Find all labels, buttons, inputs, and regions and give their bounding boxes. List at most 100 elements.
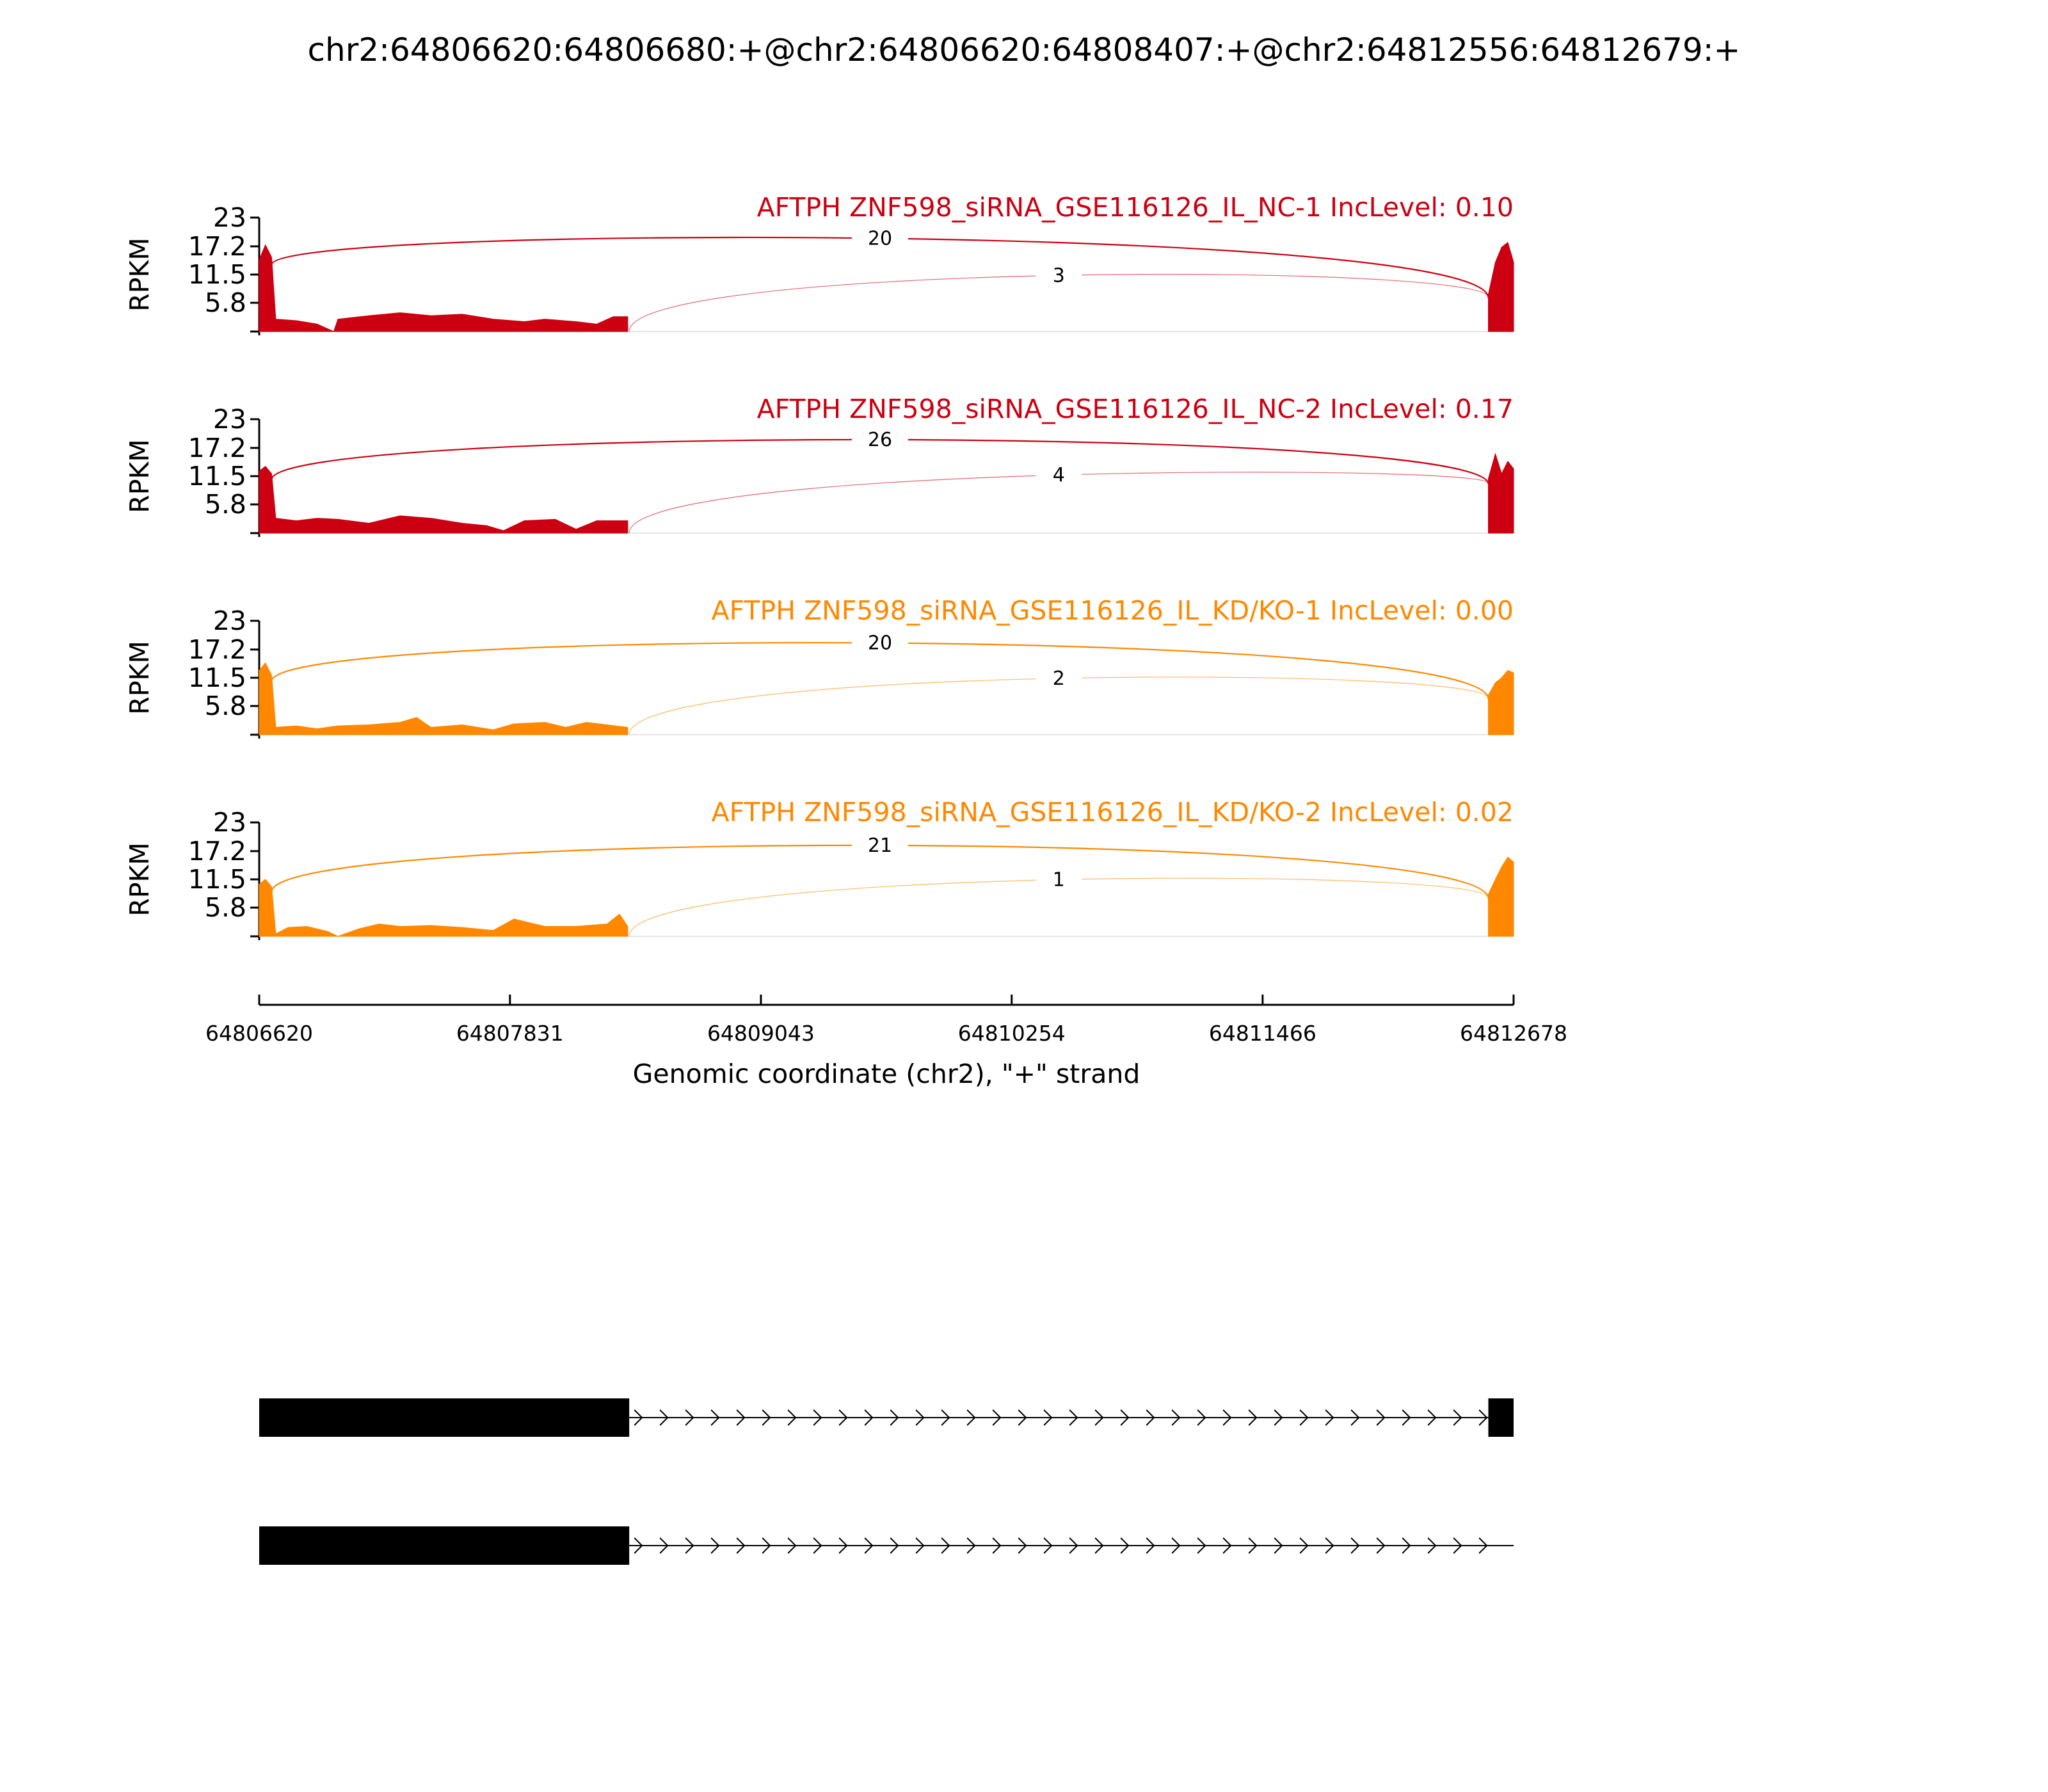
strand-arrow <box>1478 1409 1488 1426</box>
isoform-1 <box>259 1398 1514 1437</box>
y-tick-label: 17.2 <box>188 433 246 463</box>
strand-arrow <box>1171 1409 1181 1426</box>
panel-title: AFTPH ZNF598_siRNA_GSE116126_IL_NC-1 Inc… <box>757 192 1514 223</box>
strand-arrow <box>1402 1537 1411 1554</box>
junction-label-bg <box>1036 665 1082 687</box>
strand-arrow <box>992 1409 1002 1426</box>
strand-arrow <box>1069 1409 1078 1426</box>
strand-arrow <box>634 1537 643 1554</box>
inclusion-junction-count: 20 <box>868 227 892 250</box>
junction-label-bg <box>851 426 908 449</box>
strand-arrow <box>838 1537 848 1554</box>
strand-arrow <box>1376 1537 1386 1554</box>
y-tick-label: 17.2 <box>188 634 246 665</box>
strand-arrow <box>1018 1409 1027 1426</box>
strand-arrow <box>941 1409 950 1426</box>
x-tick-label: 64806620 <box>205 1021 313 1046</box>
y-tick-label: 11.5 <box>188 461 246 492</box>
coverage-area-exon-2 <box>1488 241 1514 332</box>
y-tick-label: 23 <box>213 605 246 636</box>
strand-arrow <box>736 1409 746 1426</box>
strand-arrow <box>1350 1537 1360 1554</box>
y-tick-label: 17.2 <box>188 836 246 867</box>
x-tick-label: 64810254 <box>958 1021 1066 1046</box>
strand-arrow <box>1325 1409 1334 1426</box>
strand-arrow <box>1453 1409 1462 1426</box>
strand-arrow <box>1478 1537 1488 1554</box>
y-tick-label: 11.5 <box>188 662 246 693</box>
strand-arrow <box>659 1537 669 1554</box>
junction-label-bg <box>1036 462 1082 484</box>
strand-arrow <box>1453 1537 1462 1554</box>
coverage-area-exon-2 <box>1488 856 1514 937</box>
x-axis: 64806620 64807831 64809043 64810254 64811466… <box>205 995 1567 1046</box>
x-tick-label: 64807831 <box>456 1021 564 1046</box>
y-tick-label: 23 <box>213 807 246 838</box>
exclusion-junction-count: 4 <box>1053 464 1065 486</box>
coverage-area-exon-2 <box>1488 669 1514 735</box>
strand-arrow <box>838 1409 848 1426</box>
coverage-area-exon-2 <box>1488 452 1514 534</box>
strand-arrow <box>1427 1537 1437 1554</box>
strand-arrow <box>1146 1537 1155 1554</box>
panel-title: AFTPH ZNF598_siRNA_GSE116126_IL_NC-2 Inc… <box>757 394 1514 424</box>
strand-arrow <box>1069 1537 1078 1554</box>
strand-arrow <box>1222 1409 1232 1426</box>
y-axis-label: RPKM <box>124 237 155 311</box>
y-axis-label: RPKM <box>124 641 155 714</box>
strand-arrow <box>966 1409 976 1426</box>
inclusion-junction-count: 26 <box>868 429 892 451</box>
strand-arrow <box>813 1409 822 1426</box>
strand-arrow <box>1094 1409 1104 1426</box>
panel-title: AFTPH ZNF598_siRNA_GSE116126_IL_KD/KO-2 … <box>712 797 1514 828</box>
y-tick-label: 11.5 <box>188 864 246 895</box>
strand-arrow <box>787 1409 797 1426</box>
isoform-tracks <box>259 1398 1514 1565</box>
strand-arrow <box>1376 1409 1386 1426</box>
y-tick-label: 17.2 <box>188 231 246 262</box>
exclusion-junction-count: 2 <box>1053 668 1065 690</box>
strand-arrow <box>890 1409 899 1426</box>
x-tick-label: 64812678 <box>1460 1021 1567 1046</box>
strand-arrow <box>813 1537 822 1554</box>
strand-arrow <box>890 1537 899 1554</box>
strand-arrow <box>710 1409 720 1426</box>
y-axis-label: RPKM <box>124 842 155 916</box>
y-tick-label: 23 <box>213 404 246 435</box>
inclusion-junction-count: 20 <box>868 632 892 655</box>
y-tick-label: 5.8 <box>205 489 246 520</box>
strand-arrow <box>915 1537 925 1554</box>
strand-arrow <box>659 1409 669 1426</box>
strand-arrow <box>1197 1537 1206 1554</box>
exon-block <box>259 1398 630 1437</box>
strand-arrow <box>1120 1537 1130 1554</box>
coverage-area-exon-1 <box>259 465 628 534</box>
strand-arrow <box>1094 1537 1104 1554</box>
panel-title: AFTPH ZNF598_siRNA_GSE116126_IL_KD/KO-1 … <box>712 595 1514 626</box>
strand-arrow <box>1146 1409 1155 1426</box>
strand-arrow <box>941 1537 950 1554</box>
strand-arrow <box>762 1537 771 1554</box>
strand-arrow <box>1299 1409 1309 1426</box>
y-tick-label: 5.8 <box>205 892 246 923</box>
coverage-area-exon-1 <box>259 662 628 735</box>
strand-arrow <box>736 1537 746 1554</box>
strand-arrow <box>915 1409 925 1426</box>
y-axis-label: RPKM <box>124 439 155 513</box>
strand-arrow <box>685 1409 694 1426</box>
exon-block <box>259 1526 630 1565</box>
y-tick-label: 11.5 <box>188 259 246 290</box>
strand-arrow <box>864 1537 874 1554</box>
y-tick-label: 23 <box>213 202 246 233</box>
strand-arrow <box>1043 1537 1053 1554</box>
strand-arrow <box>1171 1537 1181 1554</box>
strand-arrow <box>1274 1409 1283 1426</box>
y-tick-label: 5.8 <box>205 691 246 721</box>
strand-arrow <box>1043 1409 1053 1426</box>
x-axis-label: Genomic coordinate (chr2), "+" strand <box>633 1059 1140 1089</box>
